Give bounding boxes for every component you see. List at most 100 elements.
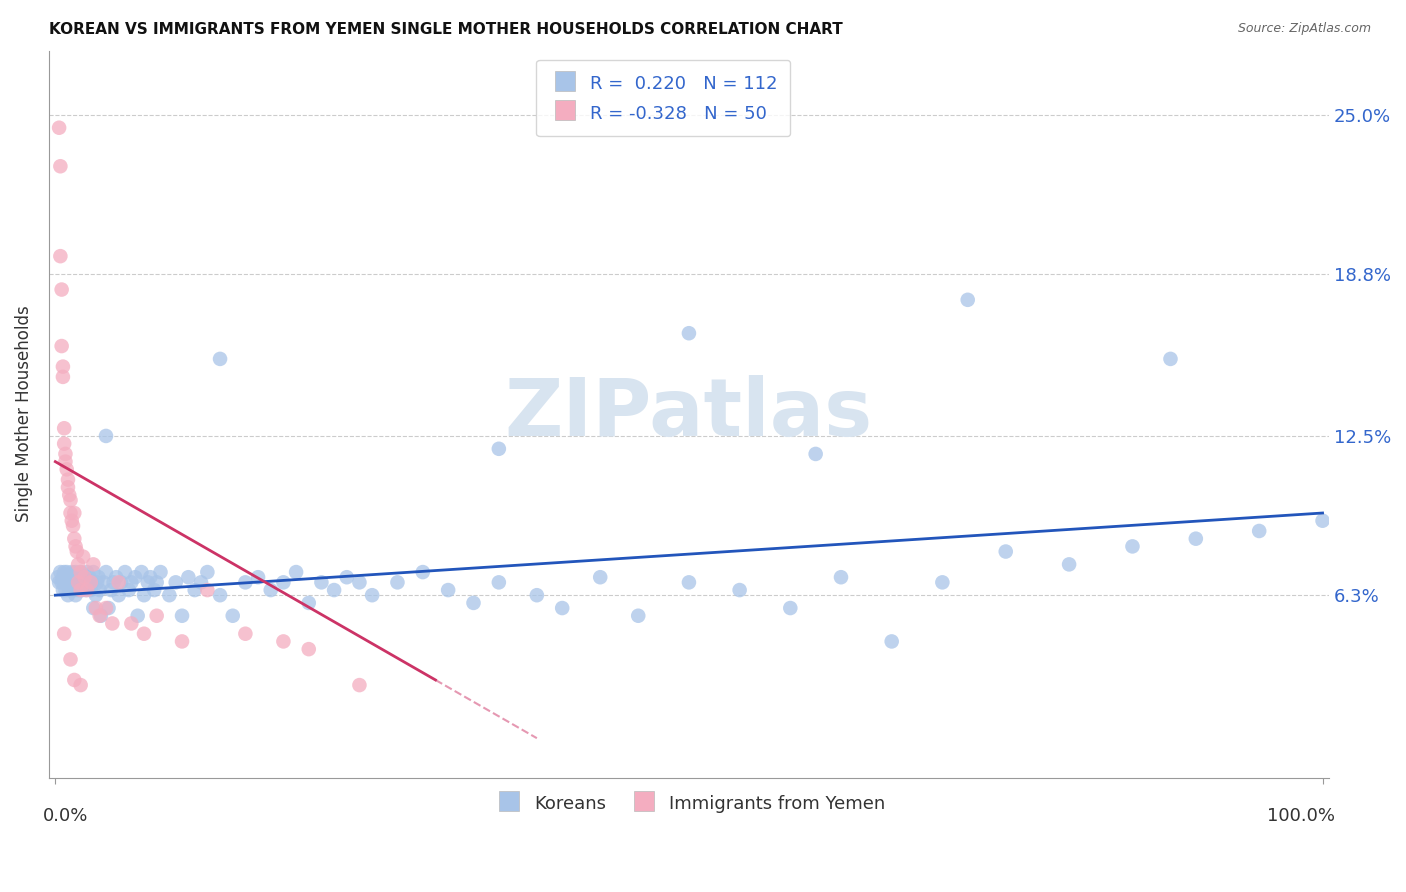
Point: [75, 583, 97, 598]
Point: [830, 570, 852, 584]
Point: [336, 570, 359, 584]
Point: [222, 608, 245, 623]
Point: [437, 583, 460, 598]
Point: [52, 570, 75, 584]
Point: [56, 588, 79, 602]
Point: [627, 608, 650, 623]
Point: [526, 588, 548, 602]
Point: [63, 583, 86, 598]
Point: [1185, 532, 1208, 546]
Point: [235, 575, 257, 590]
Point: [77, 575, 100, 590]
Point: [66, 575, 89, 590]
Point: [70, 583, 93, 598]
Point: [63, 673, 86, 687]
Point: [55, 575, 77, 590]
Point: [82, 565, 104, 579]
Point: [67, 558, 90, 572]
Point: [67, 570, 90, 584]
Legend: Koreans, Immigrants from Yemen: Koreans, Immigrants from Yemen: [479, 780, 898, 827]
Point: [65, 540, 87, 554]
Point: [114, 565, 136, 579]
Point: [60, 565, 83, 579]
Point: [66, 544, 89, 558]
Point: [62, 570, 84, 584]
Point: [76, 583, 98, 598]
Point: [48, 120, 70, 135]
Point: [69, 565, 91, 579]
Point: [60, 583, 83, 598]
Point: [273, 575, 295, 590]
Point: [298, 596, 321, 610]
Point: [51, 339, 73, 353]
Point: [53, 575, 76, 590]
Point: [84, 588, 107, 602]
Point: [387, 575, 409, 590]
Point: [86, 575, 108, 590]
Point: [804, 447, 827, 461]
Point: [260, 583, 283, 598]
Point: [66, 570, 89, 584]
Point: [58, 488, 80, 502]
Point: [59, 575, 82, 590]
Point: [55, 583, 77, 598]
Point: [60, 514, 83, 528]
Text: Source: ZipAtlas.com: Source: ZipAtlas.com: [1237, 22, 1371, 36]
Point: [105, 570, 128, 584]
Point: [52, 583, 75, 598]
Point: [139, 570, 162, 584]
Point: [190, 575, 212, 590]
Point: [65, 565, 87, 579]
Point: [87, 570, 110, 584]
Point: [89, 608, 111, 623]
Point: [73, 570, 96, 584]
Point: [63, 575, 86, 590]
Point: [285, 565, 308, 579]
Point: [170, 608, 193, 623]
Point: [1159, 351, 1181, 366]
Point: [69, 575, 91, 590]
Point: [209, 351, 232, 366]
Point: [183, 583, 205, 598]
Point: [235, 626, 257, 640]
Point: [94, 565, 117, 579]
Point: [53, 565, 76, 579]
Point: [53, 421, 76, 435]
Point: [80, 583, 103, 598]
Point: [124, 570, 146, 584]
Point: [59, 493, 82, 508]
Point: [53, 626, 76, 640]
Point: [488, 442, 510, 456]
Point: [52, 359, 75, 374]
Point: [100, 583, 122, 598]
Point: [120, 616, 142, 631]
Point: [1121, 540, 1143, 554]
Point: [62, 519, 84, 533]
Point: [67, 575, 90, 590]
Point: [67, 583, 90, 598]
Point: [349, 678, 371, 692]
Point: [165, 575, 187, 590]
Point: [59, 506, 82, 520]
Point: [136, 575, 159, 590]
Point: [145, 608, 167, 623]
Point: [56, 473, 79, 487]
Point: [1057, 558, 1080, 572]
Point: [149, 565, 172, 579]
Point: [72, 549, 94, 564]
Point: [55, 455, 77, 469]
Point: [56, 570, 79, 584]
Point: [678, 575, 700, 590]
Point: [58, 575, 80, 590]
Text: ZIPatlas: ZIPatlas: [505, 376, 873, 453]
Point: [65, 588, 87, 602]
Point: [132, 588, 155, 602]
Point: [67, 575, 90, 590]
Point: [82, 601, 104, 615]
Point: [75, 575, 97, 590]
Point: [59, 652, 82, 666]
Point: [195, 583, 218, 598]
Point: [273, 634, 295, 648]
Point: [488, 575, 510, 590]
Point: [55, 447, 77, 461]
